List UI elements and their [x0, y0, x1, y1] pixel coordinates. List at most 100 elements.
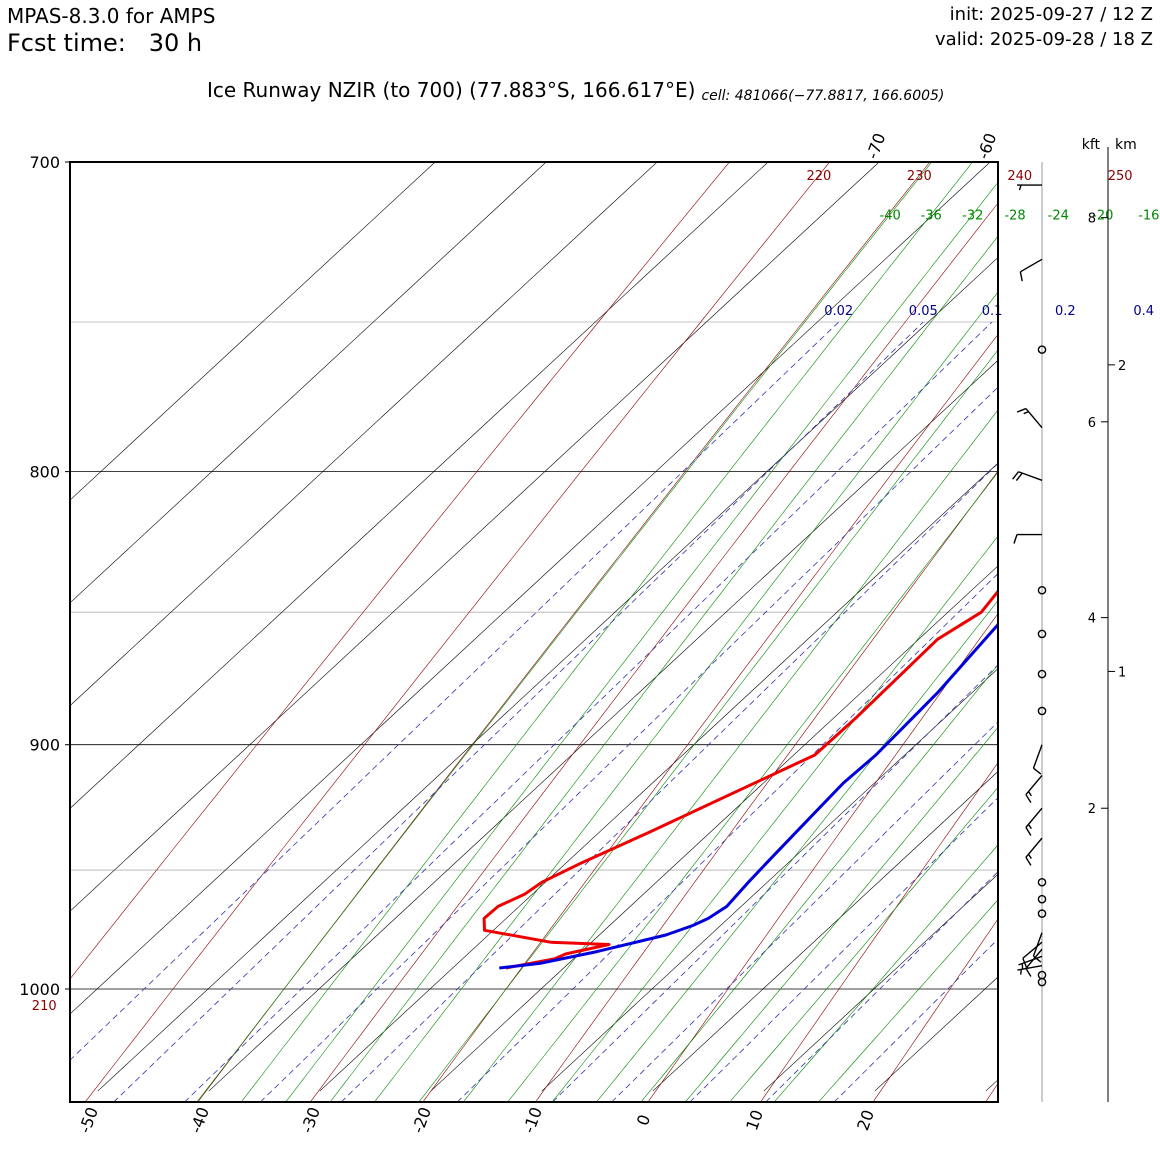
- pressure-label: 800: [29, 463, 60, 482]
- wind-barb-shaft: [1032, 744, 1043, 769]
- wind-barb-calm: [1037, 706, 1047, 716]
- isotherm-line: [319, 462, 998, 1092]
- mixing-ratio-line: [689, 797, 998, 1102]
- dry-adiabat-label: 220: [807, 169, 832, 184]
- mixing-ratio-line: [340, 462, 998, 1102]
- wind-barb-flag: [1025, 856, 1032, 866]
- right-panel: kft km 8 6 4 2 2 1: [1012, 137, 1137, 1102]
- wind-barb: [1016, 407, 1043, 429]
- isotherm-bottom-label: 10: [742, 1107, 767, 1133]
- wind-barb: [1013, 533, 1042, 544]
- forecast-time-value: 30 h: [148, 29, 203, 57]
- moist-adiabat: [640, 664, 998, 1102]
- wind-barb-flag: [1019, 271, 1023, 282]
- pressure-label: 700: [29, 153, 60, 172]
- wind-barb-half-flag: [1023, 410, 1029, 415]
- mixing-ratio-line: [611, 721, 998, 1102]
- moist-adiabat: [418, 349, 998, 1102]
- mixing-ratio-label: 0.4: [1133, 304, 1154, 319]
- isotherm-line: [541, 668, 998, 1092]
- isotherm-line: [763, 873, 998, 1092]
- isotherm-line: [985, 1079, 998, 1092]
- isotherm-top-label: -70: [863, 131, 890, 162]
- dry-adiabat-label: 250: [1108, 169, 1133, 184]
- wind-barb-shaft: [1025, 408, 1043, 429]
- forecast-time-label: Fcst time:: [7, 29, 126, 57]
- wind-barb-flag: [1013, 534, 1018, 544]
- isotherm-line: [70, 162, 436, 501]
- grid-layer: [70, 162, 998, 1102]
- isotherm-bottom-label: -10: [519, 1105, 546, 1136]
- wind-barb-shaft: [1019, 258, 1043, 273]
- moist-adiabat: [196, 162, 933, 1102]
- mixing-ratio-line: [184, 321, 993, 1102]
- mixing-ratio-line: [456, 573, 998, 1102]
- isotherm-line: [430, 565, 998, 1092]
- isotherm-line: [70, 162, 880, 912]
- wind-barb-shaft: [1032, 932, 1043, 957]
- wind-barb-flag: [1015, 472, 1023, 481]
- dry-adiabat: [872, 918, 998, 1102]
- wind-barb-calm: [1037, 894, 1047, 904]
- wind-barb: [1022, 941, 1043, 968]
- dry-adiabat: [422, 333, 998, 1102]
- wind-barb-calm: [1037, 629, 1047, 639]
- wind-barb: [1025, 774, 1043, 804]
- profile-layer: [482, 589, 998, 970]
- wind-barb-shaft: [1025, 807, 1043, 828]
- dewpoint-profile: [499, 622, 998, 970]
- plot-frame: [69, 161, 999, 1103]
- kft-axis-label: kft: [1082, 137, 1101, 153]
- kft-tick-label: 8: [1088, 212, 1096, 227]
- moist-adiabat: [240, 162, 973, 1102]
- forecast-time: Fcst time: 30 h: [7, 29, 202, 57]
- moist-adiabat: [773, 844, 998, 1102]
- isotherm-line: [70, 162, 769, 809]
- moist-adiabat: [551, 535, 998, 1102]
- moist-adiabat-label: -32: [962, 208, 983, 223]
- wind-barb-calm: [1037, 669, 1047, 679]
- wind-barb: [1025, 807, 1043, 836]
- isotherm-bottom-label: -20: [408, 1105, 435, 1136]
- wind-barb-flag: [1025, 794, 1032, 804]
- mixing-ratio-line: [259, 386, 998, 1102]
- wind-barb: [1017, 965, 1043, 975]
- chart-title-cell: cell: 481066(−77.8817, 166.6005): [701, 88, 945, 104]
- wind-barb-flag: [1016, 407, 1027, 413]
- dry-adiabat: [535, 470, 998, 1102]
- dry-adiabat: [84, 162, 830, 1102]
- isotherm-bottom-label: 20: [853, 1107, 878, 1133]
- mixing-ratio-line: [765, 871, 998, 1102]
- moist-adiabat: [374, 291, 998, 1102]
- moist-adiabat-label: -40: [880, 208, 901, 223]
- mixing-ratio-line: [113, 321, 924, 1102]
- mixing-ratio-label: 0.1: [982, 304, 1003, 319]
- wind-barb-calm: [1037, 345, 1047, 354]
- wind-barb: [1025, 837, 1043, 866]
- kft-tick-label: 6: [1088, 416, 1096, 431]
- wind-barb-half-flag: [1027, 853, 1032, 859]
- isotherm-bottom-label: -40: [186, 1105, 213, 1136]
- valid-time: valid: 2025-09-28 / 18 Z: [935, 29, 1153, 50]
- pressure-label: 900: [29, 736, 60, 755]
- moist-adiabat: [818, 899, 998, 1102]
- mixing-ratio-line: [552, 664, 998, 1102]
- dry-adiabat: [310, 202, 998, 1102]
- kft-tick-label: 4: [1088, 612, 1096, 627]
- isotherm-line: [70, 162, 658, 707]
- wind-barb-half-flag: [1018, 184, 1022, 191]
- km-tick-label: 1: [1118, 665, 1126, 680]
- wind-barb-shaft: [1025, 774, 1043, 796]
- moist-adiabat: [462, 409, 998, 1102]
- kft-tick-label: 2: [1088, 802, 1096, 817]
- wind-barb-flag: [1012, 471, 1020, 480]
- wind-barb-shaft: [1025, 837, 1043, 858]
- dry-adiabat-label: 210: [32, 999, 57, 1014]
- moist-adiabat: [596, 600, 998, 1102]
- dry-adiabat-label: 230: [907, 169, 932, 184]
- isotherm-bottom-label: -30: [297, 1105, 324, 1136]
- moist-adiabat-label: -28: [1004, 208, 1025, 223]
- wind-barb-half-flag: [1020, 969, 1023, 975]
- wind-barb-half-flag: [1027, 823, 1032, 830]
